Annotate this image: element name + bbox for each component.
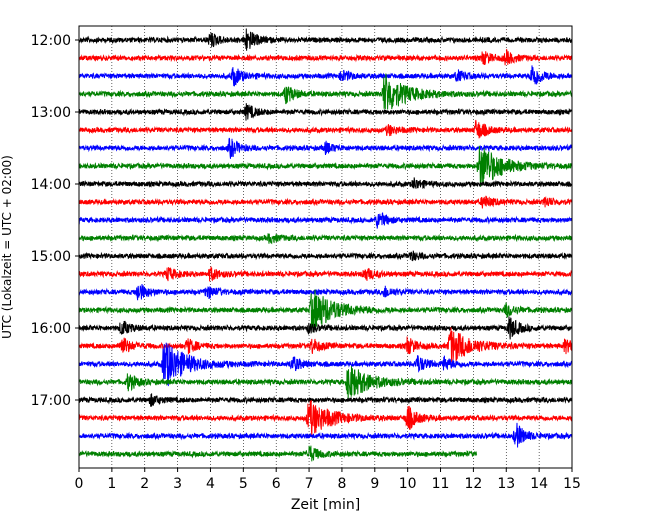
- y-tick-label: 14:00: [31, 177, 71, 193]
- x-tick-label: 3: [173, 476, 182, 492]
- x-tick-label: 7: [305, 476, 314, 492]
- trace-1300: [78, 103, 573, 121]
- x-tick-label: 10: [399, 476, 417, 492]
- y-tick-label: 13:00: [31, 105, 71, 121]
- x-tick-label: 4: [206, 476, 215, 492]
- y-axis-label: UTC (Lokalzeit = UTC + 02:00): [0, 155, 14, 339]
- trace-1500: [78, 250, 573, 262]
- trace-1745: [78, 445, 478, 462]
- trace-1245: [78, 73, 573, 110]
- y-axis: 12:00 13:00 14:00 15:00 16:00 17:00: [31, 33, 79, 409]
- x-tick-label: 8: [337, 476, 346, 492]
- y-tick-label: 17:00: [31, 393, 71, 409]
- y-tick-label: 15:00: [31, 249, 71, 265]
- trace-1345: [78, 145, 573, 187]
- trace-1330: [78, 137, 573, 159]
- x-tick-label: 11: [432, 476, 450, 492]
- trace-layer: [78, 28, 573, 462]
- x-axis-label: Zeit [min]: [291, 497, 360, 513]
- trace-1700: [78, 393, 573, 407]
- trace-1215: [78, 48, 573, 66]
- trace-1645: [78, 366, 573, 401]
- trace-1530: [78, 283, 573, 301]
- trace-1715: [78, 399, 573, 437]
- x-tick-label: 5: [239, 476, 248, 492]
- x-tick-label: 0: [75, 476, 84, 492]
- x-tick-label: 1: [107, 476, 116, 492]
- plot-frame: [78, 25, 573, 469]
- trace-1600: [78, 316, 573, 340]
- trace-1315: [78, 119, 573, 139]
- trace-1515: [78, 266, 573, 282]
- trace-1630: [78, 342, 573, 387]
- trace-1445: [78, 233, 573, 245]
- trace-1400: [78, 177, 573, 190]
- x-tick-label: 13: [497, 476, 515, 492]
- y-tick-label: 16:00: [31, 321, 71, 337]
- x-tick-label: 12: [464, 476, 482, 492]
- trace-1415: [78, 195, 573, 209]
- y-tick-label: 12:00: [31, 33, 71, 49]
- x-tick-label: 14: [530, 476, 548, 492]
- trace-1430: [78, 212, 573, 229]
- trace-1230: [78, 65, 573, 87]
- x-tick-label: 2: [140, 476, 149, 492]
- x-tick-label: 15: [563, 476, 581, 492]
- x-axis: 0 1 2 3 4 5 6 7 8 9 10 11 12 13 14 15: [75, 468, 581, 492]
- trace-1545: [78, 289, 573, 333]
- trace-1200: [78, 28, 573, 51]
- x-tick-label: 6: [272, 476, 281, 492]
- trace-1615: [78, 327, 573, 363]
- x-tick-label: 9: [370, 476, 379, 492]
- trace-1730: [78, 422, 573, 448]
